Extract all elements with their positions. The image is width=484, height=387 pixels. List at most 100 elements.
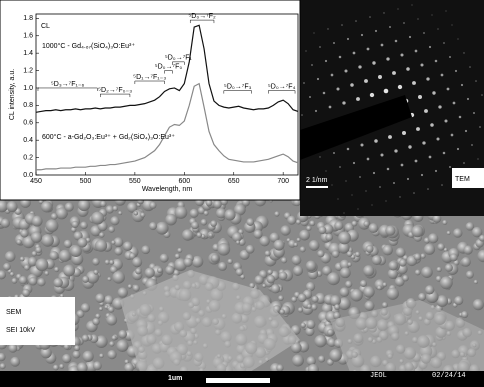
diffraction-spot (441, 74, 444, 77)
particle (111, 240, 115, 244)
particle (382, 282, 387, 287)
diffraction-spot (383, 12, 384, 13)
diffraction-spot (331, 184, 332, 185)
diffraction-spot (449, 166, 451, 168)
diffraction-spot (364, 79, 368, 83)
particle (95, 239, 107, 251)
diffraction-spot (417, 18, 418, 19)
particle (363, 265, 374, 276)
panel-label: CL (41, 23, 50, 30)
diffraction-spot (465, 130, 467, 132)
particle (10, 272, 15, 277)
diffraction-spot (325, 170, 326, 171)
diffraction-spot (424, 109, 428, 113)
diffraction-spot (421, 174, 423, 176)
diffraction-spot (356, 97, 360, 101)
particle (274, 240, 285, 251)
diffraction-spot (353, 162, 355, 164)
diffraction-spot (418, 95, 422, 99)
particle (314, 335, 326, 347)
particle (93, 361, 102, 370)
particle (108, 226, 115, 233)
diffraction-spot (317, 78, 319, 80)
particle (311, 304, 317, 310)
diffraction-spot (398, 85, 402, 89)
diffraction-spot (444, 119, 447, 122)
particle (418, 293, 426, 301)
annotation: ⁵D₃→⁷F₁₋₆ (51, 81, 85, 88)
particle (113, 206, 119, 212)
diffraction-spot (453, 102, 456, 105)
particle (31, 232, 42, 243)
diffraction-spot (394, 149, 397, 152)
annotation: ⁵D₀→⁷F₂ (188, 13, 216, 20)
particle (149, 202, 156, 209)
particle (420, 253, 425, 258)
particle (45, 219, 58, 232)
particle (160, 254, 169, 263)
particle (128, 284, 132, 288)
particle (24, 265, 30, 271)
particle (382, 302, 388, 308)
x-tick-label: 600 (178, 178, 190, 185)
diffraction-spot (333, 42, 335, 44)
particle (382, 245, 393, 256)
particle (267, 275, 275, 283)
diffraction-spot (449, 56, 451, 58)
particle (325, 234, 333, 242)
diffraction-spot (386, 57, 389, 60)
y-tick-label: 0.6 (23, 120, 33, 127)
particle (415, 270, 421, 276)
diffraction-spot (378, 75, 382, 79)
diffraction-spot (393, 182, 395, 184)
particle (204, 211, 209, 216)
tem-panel: TEM2 1/nm (300, 0, 484, 216)
particle (12, 278, 18, 284)
diffraction-spot (411, 4, 412, 5)
diffraction-spot (481, 94, 483, 96)
particle (64, 240, 72, 248)
diffraction-spot (337, 198, 338, 199)
diffraction-spot (379, 186, 381, 188)
diffraction-spot (443, 152, 446, 155)
particle (182, 229, 193, 240)
particle (309, 240, 320, 251)
particle (461, 257, 471, 267)
particle (447, 231, 451, 235)
diffraction-spot (313, 32, 314, 33)
particle (81, 303, 90, 312)
diffraction-spot (327, 28, 328, 29)
particle (77, 238, 87, 248)
particle (292, 355, 304, 367)
diffraction-spot (373, 172, 375, 174)
diffraction-spot (389, 26, 391, 28)
diffraction-spot (397, 8, 398, 9)
particle (63, 265, 75, 277)
particle (355, 252, 360, 257)
particle (291, 297, 297, 303)
particle (301, 323, 306, 328)
particle (334, 221, 343, 230)
particle (108, 306, 114, 312)
diffraction-spot (341, 24, 343, 26)
particle (347, 251, 353, 257)
particle (372, 255, 382, 265)
diffraction-spot (347, 148, 350, 151)
y-tick-label: 1.2 (23, 67, 33, 74)
y-tick-label: 0.2 (23, 154, 33, 161)
particle (100, 201, 107, 208)
particle (309, 220, 315, 226)
particle (135, 268, 141, 274)
particle (294, 243, 298, 247)
diffraction-spot (303, 82, 305, 84)
particle (450, 253, 458, 261)
diffraction-spot (412, 81, 416, 85)
diffraction-spot (344, 69, 347, 72)
particle (82, 351, 93, 362)
particle (253, 230, 262, 239)
particle (466, 271, 474, 279)
particle (19, 276, 27, 284)
x-tick-label: 700 (277, 178, 289, 185)
particle (99, 353, 104, 358)
particle (306, 260, 317, 271)
